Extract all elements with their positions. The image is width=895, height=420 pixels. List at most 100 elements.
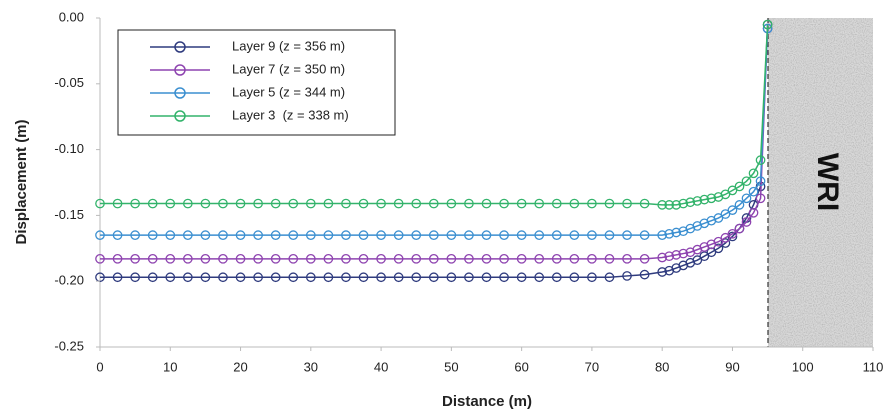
y-tick-label: -0.05 [54,75,84,90]
data-point [734,223,745,234]
legend-label: Layer 9 (z = 356 m) [232,38,345,53]
data-point [664,251,675,262]
wall: WRI [767,18,873,347]
data-point [741,217,752,227]
data-point [376,272,386,283]
data-point [253,198,263,209]
data-point [678,198,689,209]
data-point [428,230,439,240]
data-point [762,19,773,30]
data-point [165,230,176,240]
data-point [358,230,369,240]
legend-swatch-marker [174,87,186,99]
data-point [130,230,140,240]
plot-area [95,19,773,283]
data-point [341,253,351,264]
data-point [341,230,351,240]
data-point [551,198,562,209]
data-point [305,253,316,264]
data-point [748,207,759,218]
data-point [464,253,474,264]
data-point [671,227,682,238]
data-point [393,253,404,264]
data-point [112,198,123,209]
data-point [534,230,545,240]
x-tick-label: 80 [655,359,669,374]
data-point [323,272,334,283]
data-point [587,253,597,264]
data-point [358,272,369,283]
data-point [200,272,211,283]
data-point [692,196,703,206]
x-tick-label: 0 [96,359,103,374]
data-point [200,198,211,209]
series [95,19,773,283]
data-point [253,272,263,283]
data-point [516,198,527,209]
data-point [411,253,422,264]
legend-box [117,29,396,136]
data-point [481,272,492,283]
data-point [270,253,281,264]
data-point [464,272,474,283]
data-point [678,248,689,259]
data-point [713,236,724,247]
data-point [218,198,228,209]
data-point [288,272,299,283]
legend-swatch-marker [174,64,186,76]
series-line [100,24,769,279]
series-line [100,28,769,260]
x-tick-label: 30 [304,359,318,374]
data-point [130,198,140,209]
data-point [323,230,334,240]
data-point [95,230,105,240]
y-axis-title: Displacement (m) [13,119,30,244]
data-point [305,198,316,209]
legend-label: Layer 5 (z = 344 m) [232,84,345,99]
data-point [755,155,766,165]
data-point [270,272,281,283]
legend-label: Layer 3 (z = 338 m) [232,107,349,122]
y-tick-label: -0.20 [54,273,84,288]
data-point [446,198,457,209]
data-point [720,189,731,200]
data-point [358,198,369,209]
data-point [551,253,562,264]
data-point [464,198,474,209]
data-point [534,253,545,264]
data-point [376,230,386,240]
x-tick-label: 20 [233,359,247,374]
data-point [341,272,351,283]
data-point [692,255,703,265]
y-tick-label: -0.15 [54,207,84,222]
data-point [411,272,422,283]
data-point [147,230,158,240]
data-point [112,230,123,240]
data-point [341,198,351,209]
data-point [358,253,369,264]
data-point [741,193,752,204]
data-point [741,176,752,187]
data-point [734,200,745,210]
y-tick-label: -0.10 [54,141,84,156]
data-point [235,198,246,209]
data-point [734,181,745,192]
data-point [288,253,299,264]
data-point [657,252,668,263]
x-axis-title: Distance (m) [442,393,532,410]
data-point [622,198,632,209]
wall-texture [768,18,873,347]
y-tick-label: -0.25 [54,338,84,353]
data-point [288,230,299,240]
data-point [147,253,158,264]
data-point [671,250,682,260]
data-point [639,230,650,240]
data-point [446,230,457,240]
data-point [639,198,650,209]
data-point [428,272,439,283]
data-point [604,198,615,209]
data-point [622,253,632,264]
data-point [253,253,263,264]
data-point [727,205,738,215]
data-point [147,272,158,283]
